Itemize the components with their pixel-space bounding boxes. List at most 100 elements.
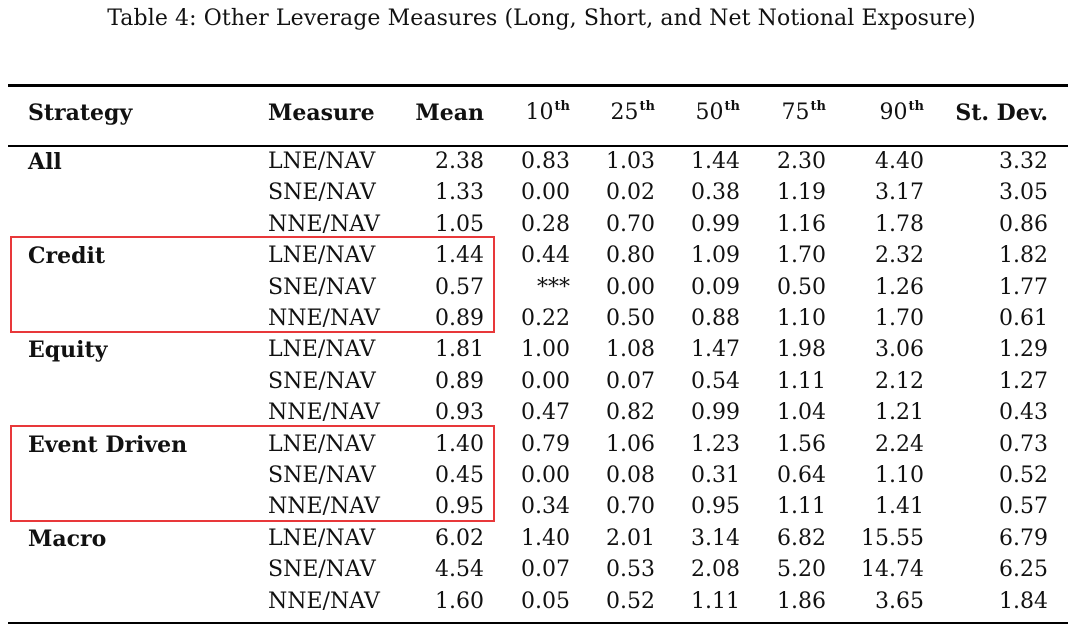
stdev-cell: 3.32 — [999, 149, 1048, 174]
p10-cell: 0.00 — [521, 180, 570, 206]
p10-cell: 0.00 — [521, 368, 570, 394]
mean-cell: 0.89 — [435, 368, 484, 394]
header-p75-suffix: th — [810, 99, 826, 114]
p50-cell: 0.99 — [691, 400, 740, 426]
p50-cell: 1.09 — [691, 243, 740, 269]
p50-cell: 0.31 — [691, 463, 740, 488]
p10-cell: *** — [537, 274, 570, 300]
p75-cell: 1.70 — [777, 243, 826, 269]
mean-cell: 1.05 — [435, 211, 484, 237]
p75-cell: 6.82 — [777, 525, 826, 551]
measure-cell: LNE/NAV — [268, 431, 376, 457]
stdev-cell: 3.05 — [999, 180, 1048, 206]
p25-cell: 2.01 — [606, 525, 655, 551]
p75-cell: 1.19 — [777, 180, 826, 206]
p50-cell: 0.09 — [691, 274, 740, 300]
measure-cell: NNE/NAV — [268, 494, 380, 520]
stdev-cell: 1.77 — [999, 274, 1048, 300]
p75-cell: 1.04 — [777, 400, 826, 426]
header-p25-suffix: th — [639, 99, 655, 114]
p90-cell: 15.55 — [861, 525, 924, 551]
mean-cell: 1.60 — [435, 588, 484, 614]
p25-cell: 0.70 — [606, 211, 655, 237]
stdev-cell: 6.79 — [999, 525, 1048, 551]
header-p90: 90th — [880, 99, 924, 124]
mean-cell: 6.02 — [435, 525, 484, 551]
bottom-rule — [8, 622, 1068, 624]
strategy-label: Macro — [28, 525, 107, 552]
p50-cell: 0.95 — [691, 494, 740, 520]
p50-cell: 0.38 — [691, 180, 740, 206]
p90-cell: 3.06 — [875, 337, 924, 363]
header-p25: 25th — [611, 99, 655, 124]
table-caption: Table 4: Other Leverage Measures (Long, … — [107, 6, 976, 31]
p90-cell: 2.24 — [875, 431, 924, 457]
mean-cell: 4.54 — [435, 557, 484, 583]
mean-cell: 2.38 — [435, 149, 484, 174]
header-p75: 75th — [781, 99, 826, 125]
p75-cell: 0.50 — [777, 274, 826, 300]
measure-cell: NNE/NAV — [268, 306, 380, 331]
mean-cell: 0.93 — [435, 400, 484, 426]
p90-cell: 1.70 — [875, 306, 924, 331]
mean-cell: 1.33 — [435, 180, 484, 206]
header-p50-base: 50 — [695, 100, 724, 125]
p75-cell: 1.11 — [777, 368, 826, 394]
p25-cell: 1.08 — [606, 337, 655, 363]
p50-cell: 0.99 — [691, 211, 740, 237]
p10-cell: 0.28 — [521, 211, 570, 237]
p10-cell: 0.34 — [521, 494, 570, 520]
measure-cell: NNE/NAV — [268, 400, 380, 426]
p25-cell: 1.06 — [606, 431, 655, 457]
stdev-cell: 0.57 — [999, 494, 1048, 520]
measure-cell: SNE/NAV — [268, 463, 376, 488]
p50-cell: 0.54 — [691, 368, 740, 394]
measure-cell: SNE/NAV — [268, 274, 376, 300]
p75-cell: 1.16 — [777, 211, 826, 237]
p10-cell: 0.07 — [521, 557, 570, 583]
p25-cell: 0.52 — [606, 588, 655, 614]
stdev-cell: 0.52 — [999, 463, 1048, 488]
p90-cell: 1.26 — [875, 274, 924, 300]
p50-cell: 0.88 — [691, 306, 740, 331]
strategy-label: Event Driven — [28, 431, 188, 458]
highlight-box-event-driven — [10, 424, 495, 522]
stdev-cell: 1.82 — [999, 243, 1048, 269]
stdev-cell: 0.86 — [999, 211, 1048, 237]
p90-cell: 2.32 — [875, 243, 924, 269]
p75-cell: 1.86 — [777, 588, 826, 614]
measure-cell: LNE/NAV — [268, 337, 376, 363]
header-p90-suffix: th — [908, 99, 924, 114]
stdev-cell: 1.84 — [999, 588, 1048, 614]
measure-cell: LNE/NAV — [268, 525, 376, 551]
p90-cell: 14.74 — [861, 557, 924, 583]
header-measure: Measure — [268, 100, 375, 126]
p25-cell: 0.53 — [606, 557, 655, 583]
mean-cell: 1.44 — [435, 243, 484, 269]
mean-cell: 0.45 — [435, 463, 484, 488]
p75-cell: 1.98 — [777, 337, 826, 363]
p75-cell: 1.10 — [777, 306, 826, 331]
p10-cell: 0.22 — [521, 306, 570, 331]
p25-cell: 0.00 — [606, 274, 655, 300]
header-p75-base: 75 — [781, 100, 810, 125]
p10-cell: 0.44 — [521, 243, 570, 269]
p90-cell: 1.78 — [875, 211, 924, 237]
p90-cell: 3.17 — [875, 180, 924, 206]
p10-cell: 0.79 — [521, 431, 570, 457]
p90-cell: 2.12 — [875, 368, 924, 394]
stdev-cell: 1.27 — [999, 368, 1048, 394]
measure-cell: NNE/NAV — [268, 211, 380, 237]
p75-cell: 1.56 — [777, 431, 826, 457]
p75-cell: 0.64 — [777, 463, 826, 488]
strategy-label: Equity — [28, 337, 108, 364]
header-p50: 50th — [695, 99, 740, 125]
p75-cell: 1.11 — [777, 494, 826, 520]
mean-cell: 0.89 — [435, 306, 484, 331]
p90-cell: 3.65 — [875, 588, 924, 614]
p10-cell: 1.40 — [521, 525, 570, 551]
p50-cell: 1.47 — [691, 337, 740, 363]
header-p50-suffix: th — [724, 99, 740, 114]
stdev-cell: 0.43 — [999, 400, 1048, 426]
p90-cell: 4.40 — [875, 149, 924, 174]
